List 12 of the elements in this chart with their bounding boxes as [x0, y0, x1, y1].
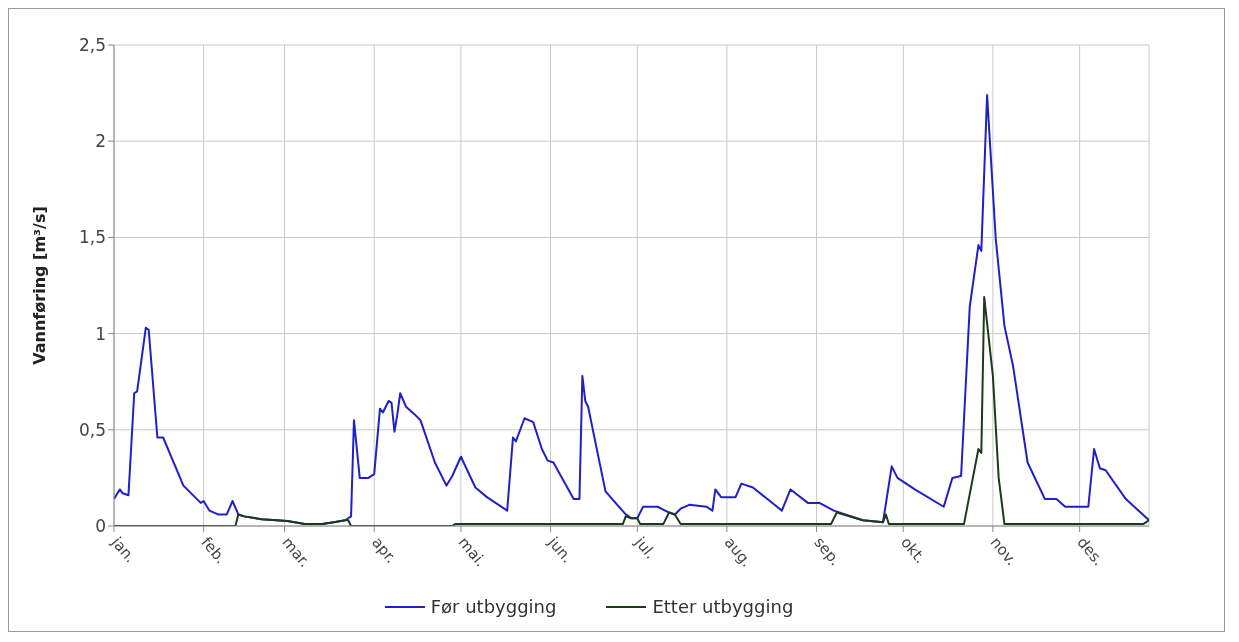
y-tick-label: 2 [95, 131, 106, 152]
y-tick-label: 2,5 [78, 35, 106, 56]
legend-label: Etter utbygging [652, 596, 794, 617]
y-tick-label: 1 [95, 323, 106, 344]
y-tick-label: 0,5 [78, 419, 106, 440]
x-tick-label: jul. [630, 532, 660, 563]
x-tick-label: apr. [368, 533, 401, 567]
y-tick-label: 1,5 [78, 227, 106, 248]
x-tick-label: okt. [897, 533, 930, 567]
y-axis-title: Vannføring [m³/s] [29, 206, 49, 365]
legend-label: Før utbygging [430, 596, 557, 617]
y-tick-label: 0 [95, 516, 106, 537]
